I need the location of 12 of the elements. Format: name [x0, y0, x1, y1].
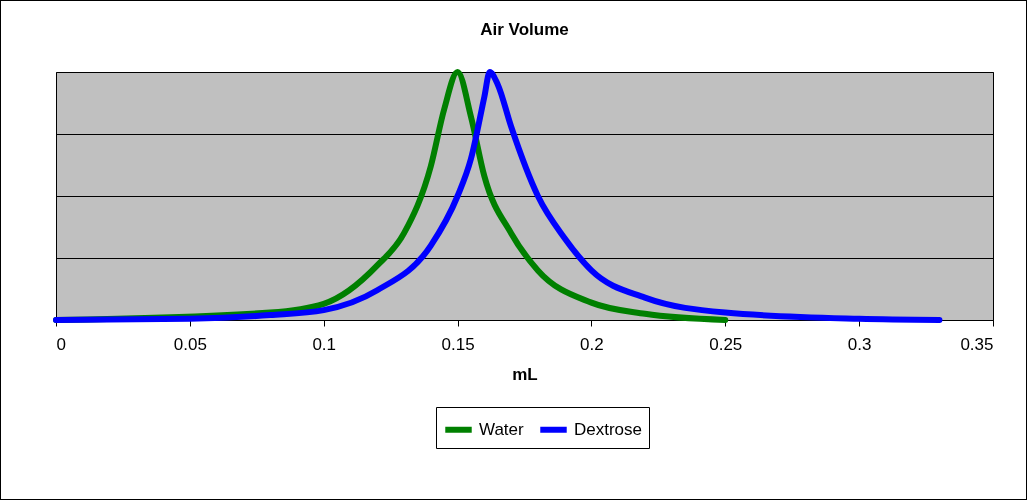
- x-axis-title: mL: [512, 364, 538, 384]
- x-tick-label: 0.15: [441, 334, 475, 354]
- x-tick-label: 0.05: [173, 334, 207, 354]
- legend-label: Dextrose: [574, 419, 643, 439]
- x-tick-label: 0.2: [580, 334, 604, 354]
- x-tick-label: 0: [56, 334, 66, 354]
- legend-label: Water: [479, 419, 525, 439]
- x-tick-label: 0.3: [847, 334, 872, 354]
- x-tick-label: 0.1: [312, 334, 337, 354]
- x-tick-label: 0.35: [960, 334, 994, 354]
- x-tick-label: 0.25: [709, 334, 743, 354]
- chart-title: Air Volume: [480, 20, 569, 39]
